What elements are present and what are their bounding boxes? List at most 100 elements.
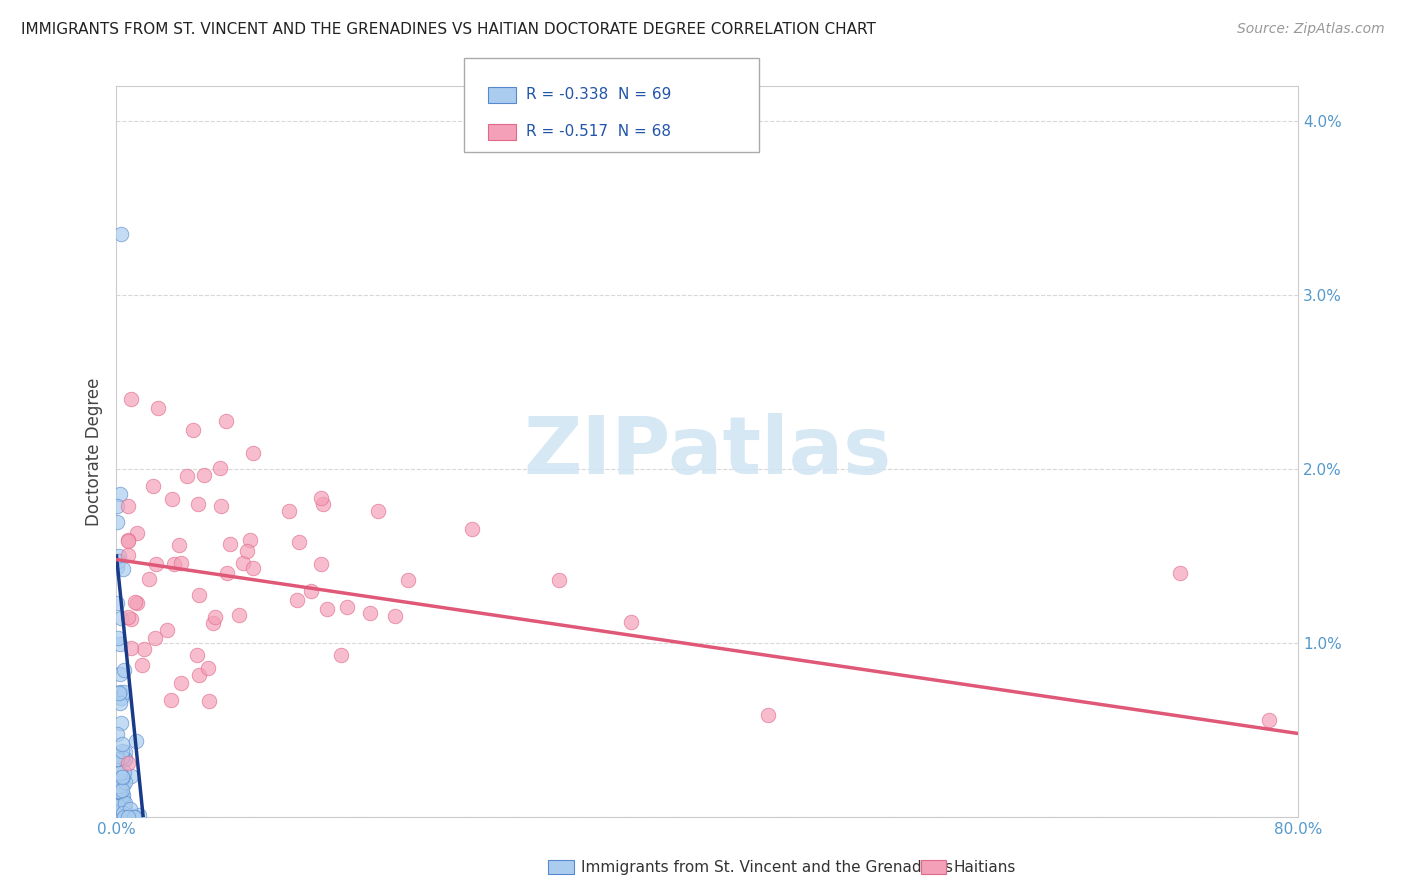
- Point: [108, 685, 131, 699]
- Point: [124, 595, 146, 609]
- Point: [107, 686, 129, 700]
- Point: [242, 446, 264, 460]
- Point: [108, 487, 131, 501]
- Point: [112, 663, 135, 677]
- Point: [111, 783, 134, 797]
- Point: [548, 573, 571, 587]
- Point: [620, 615, 643, 629]
- Point: [288, 534, 311, 549]
- Point: [176, 468, 198, 483]
- Point: [128, 807, 150, 822]
- Point: [117, 548, 139, 562]
- Point: [312, 497, 335, 511]
- Point: [114, 752, 136, 766]
- Point: [112, 562, 135, 576]
- Point: [108, 696, 131, 710]
- Point: [170, 556, 193, 570]
- Point: [105, 726, 128, 740]
- Text: R = -0.338  N = 69: R = -0.338 N = 69: [526, 87, 671, 103]
- Point: [148, 401, 170, 415]
- Point: [143, 631, 166, 645]
- Text: Immigrants from St. Vincent and the Grenadines: Immigrants from St. Vincent and the Gren…: [581, 860, 953, 874]
- Point: [197, 660, 219, 674]
- Point: [110, 716, 132, 731]
- Point: [309, 491, 332, 506]
- Point: [181, 423, 204, 437]
- Point: [160, 491, 183, 506]
- Point: [217, 566, 239, 581]
- Point: [461, 522, 484, 536]
- Point: [112, 792, 135, 806]
- Point: [114, 685, 136, 699]
- Point: [115, 807, 138, 822]
- Point: [107, 554, 129, 568]
- Point: [111, 737, 134, 751]
- Point: [114, 802, 136, 816]
- Point: [367, 504, 389, 518]
- Point: [131, 658, 153, 673]
- Point: [127, 596, 149, 610]
- Point: [1168, 566, 1191, 581]
- Point: [299, 583, 322, 598]
- Y-axis label: Doctorate Degree: Doctorate Degree: [86, 377, 103, 526]
- Point: [110, 227, 132, 242]
- Text: ZIPatlas: ZIPatlas: [523, 413, 891, 491]
- Point: [105, 515, 128, 529]
- Point: [186, 648, 208, 662]
- Point: [107, 784, 129, 798]
- Point: [114, 752, 136, 766]
- Point: [359, 607, 381, 621]
- Text: Source: ZipAtlas.com: Source: ZipAtlas.com: [1237, 22, 1385, 37]
- Point: [110, 774, 132, 789]
- Point: [107, 631, 129, 645]
- Point: [170, 676, 193, 690]
- Point: [108, 667, 131, 681]
- Point: [209, 499, 232, 513]
- Point: [120, 802, 142, 816]
- Point: [110, 773, 132, 788]
- Point: [156, 623, 179, 637]
- Point: [120, 392, 142, 407]
- Point: [188, 668, 211, 682]
- Point: [114, 775, 136, 789]
- Point: [285, 593, 308, 607]
- Point: [329, 648, 352, 662]
- Point: [117, 499, 139, 513]
- Point: [384, 609, 406, 624]
- Point: [121, 810, 143, 824]
- Point: [132, 641, 155, 656]
- Point: [110, 777, 132, 791]
- Point: [105, 749, 128, 764]
- Text: IMMIGRANTS FROM ST. VINCENT AND THE GRENADINES VS HAITIAN DOCTORATE DEGREE CORRE: IMMIGRANTS FROM ST. VINCENT AND THE GREN…: [21, 22, 876, 37]
- Point: [117, 810, 139, 824]
- Point: [117, 756, 139, 771]
- Point: [111, 770, 134, 784]
- Point: [336, 599, 359, 614]
- Point: [187, 588, 209, 602]
- Point: [309, 558, 332, 572]
- Point: [209, 461, 232, 475]
- Point: [1257, 713, 1279, 727]
- Point: [145, 558, 167, 572]
- Point: [108, 805, 131, 819]
- Point: [108, 779, 131, 793]
- Point: [239, 533, 262, 548]
- Point: [112, 810, 135, 824]
- Point: [142, 479, 165, 493]
- Point: [125, 526, 148, 541]
- Point: [107, 752, 129, 766]
- Point: [228, 607, 250, 622]
- Point: [111, 808, 134, 822]
- Point: [232, 556, 254, 570]
- Point: [112, 797, 135, 812]
- Text: Haitians: Haitians: [953, 860, 1015, 874]
- Point: [108, 791, 131, 805]
- Point: [117, 533, 139, 547]
- Point: [214, 414, 236, 428]
- Point: [105, 560, 128, 574]
- Point: [105, 596, 128, 610]
- Point: [278, 503, 301, 517]
- Point: [124, 810, 146, 824]
- Point: [204, 610, 226, 624]
- Point: [396, 573, 419, 587]
